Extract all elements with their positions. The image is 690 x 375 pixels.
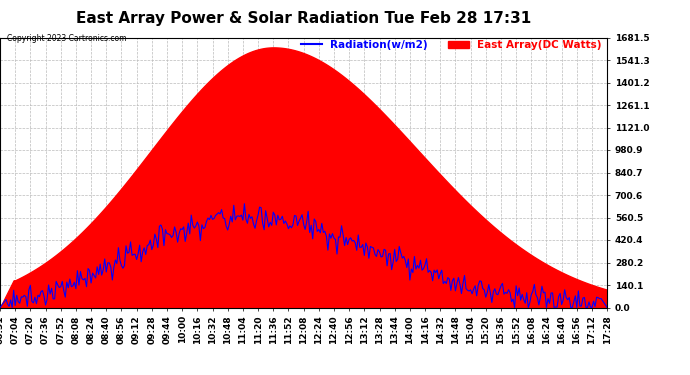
Legend: Radiation(w/m2), East Array(DC Watts): Radiation(w/m2), East Array(DC Watts) <box>301 40 602 50</box>
Text: Copyright 2023 Cartronics.com: Copyright 2023 Cartronics.com <box>7 34 126 43</box>
Text: East Array Power & Solar Radiation Tue Feb 28 17:31: East Array Power & Solar Radiation Tue F… <box>76 11 531 26</box>
